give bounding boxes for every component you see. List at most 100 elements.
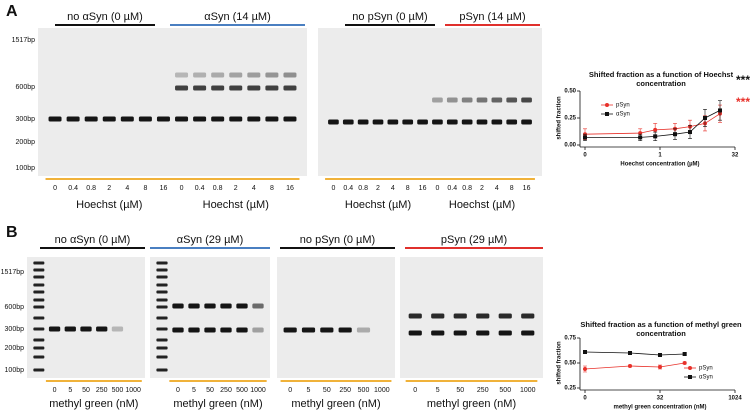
band <box>417 119 428 125</box>
gel-header: αSyn (14 µM) <box>204 11 271 23</box>
band <box>506 97 518 103</box>
gel <box>400 257 543 378</box>
gel <box>318 28 542 176</box>
band <box>220 327 232 333</box>
legend-label: pSyn <box>616 103 630 109</box>
y-tick-label: 0.50 <box>564 361 576 367</box>
ladder-band <box>156 275 168 279</box>
band <box>247 116 261 122</box>
band <box>102 116 116 122</box>
lane-label: 500 <box>499 387 511 394</box>
band <box>80 326 92 332</box>
band <box>229 116 243 122</box>
x-axis-label: methyl green concentration (nM) <box>613 405 706 411</box>
band <box>453 313 467 319</box>
lane-label: 5 <box>307 387 311 394</box>
lane-label: 8 <box>406 185 410 192</box>
lane-label: 0.4 <box>447 185 457 192</box>
chart-title: Shifted fraction as a function of Hoechs… <box>588 70 734 88</box>
band <box>247 72 261 78</box>
legend-label: αSyn <box>699 375 713 381</box>
lane-label: 50 <box>82 387 90 394</box>
lane-label: 0 <box>288 387 292 394</box>
lane-label: 1000 <box>125 387 141 394</box>
band <box>283 116 297 122</box>
ladder-label: 1517bp <box>1 269 24 276</box>
lane-label: 250 <box>477 387 489 394</box>
band <box>220 303 232 309</box>
band <box>372 119 384 125</box>
gel-axis-label: methyl green (nM) <box>291 398 380 410</box>
lane-label: 0 <box>53 185 57 192</box>
lane-label: 5 <box>68 387 72 394</box>
lane-label: 4 <box>391 185 395 192</box>
lane-label: 5 <box>192 387 196 394</box>
lane-label: 0 <box>53 387 57 394</box>
band <box>193 72 207 78</box>
ladder-band <box>156 268 168 272</box>
gel-header: no pSyn (0 µM) <box>352 11 427 23</box>
lane-label: 8 <box>510 185 514 192</box>
band <box>236 327 248 333</box>
fit-line <box>584 362 685 370</box>
lane-label: 500 <box>112 387 124 394</box>
band <box>175 116 189 122</box>
lane-label: 0.4 <box>343 185 353 192</box>
ladder-band <box>156 327 168 331</box>
ladder-band <box>33 261 45 265</box>
ladder-band <box>156 261 168 265</box>
ladder-label: 100bp <box>16 165 36 172</box>
band <box>204 327 216 333</box>
lane-label: 0.8 <box>86 185 96 192</box>
lane-label: 500 <box>236 387 248 394</box>
ladder-label: 600bp <box>16 84 36 91</box>
band <box>172 327 184 333</box>
band <box>236 303 248 309</box>
lane-label: 0 <box>180 185 184 192</box>
band <box>193 85 207 91</box>
lane-label: 50 <box>456 387 464 394</box>
ladder-band <box>33 355 45 359</box>
band <box>338 327 352 333</box>
legend-marker <box>605 103 609 107</box>
x-tick-label: 0 <box>583 153 587 159</box>
band <box>498 313 512 319</box>
gel-header: pSyn (14 µM) <box>459 11 525 23</box>
x-tick-label: 1024 <box>728 396 742 402</box>
band <box>283 327 297 333</box>
ladder-band <box>33 305 45 309</box>
ladder-band <box>156 305 168 309</box>
band <box>461 119 473 125</box>
ladder-label: 1517bp <box>12 37 35 44</box>
ladder-band <box>33 346 45 350</box>
ladder-label: 100bp <box>5 367 25 374</box>
band <box>96 326 108 332</box>
lane-label: 8 <box>143 185 147 192</box>
band <box>357 119 369 125</box>
fit-line <box>584 113 721 135</box>
ladder-band <box>156 368 168 372</box>
ladder-band <box>33 338 45 342</box>
band <box>431 330 445 336</box>
y-tick-label: 0.00 <box>564 143 576 149</box>
band <box>283 85 297 91</box>
panel-label: A <box>6 3 18 20</box>
ladder-label: 300bp <box>5 326 25 333</box>
band <box>48 116 62 122</box>
lane-label: 250 <box>220 387 232 394</box>
ladder-band <box>156 316 168 320</box>
band <box>476 313 490 319</box>
chart-title: Shifted fraction as a function of methyl… <box>580 320 742 338</box>
lane-label: 5 <box>436 387 440 394</box>
lane-label: 0.8 <box>462 185 472 192</box>
gel <box>27 257 145 378</box>
lane-label: 50 <box>206 387 214 394</box>
band <box>453 330 467 336</box>
fit-line <box>584 351 685 356</box>
lane-label: 16 <box>160 185 168 192</box>
band <box>120 116 134 122</box>
y-tick-label: 0.25 <box>564 116 576 122</box>
point <box>583 135 587 140</box>
point <box>682 361 687 365</box>
